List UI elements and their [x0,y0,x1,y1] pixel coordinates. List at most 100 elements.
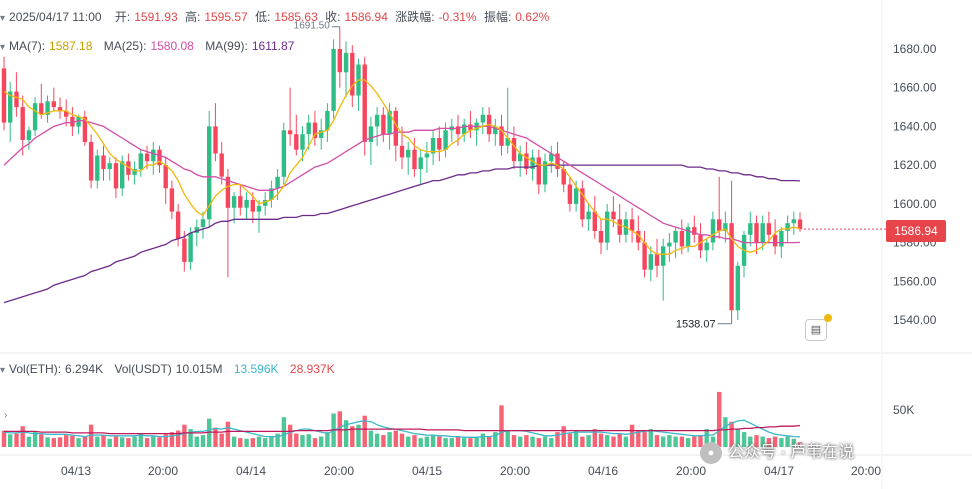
volume-bar [70,435,75,447]
volume-bar [20,426,25,447]
candle-body [536,157,541,185]
candle-body [629,219,635,231]
volume-bar [723,417,728,447]
vol-collapse-caret-icon[interactable]: ▾ [0,365,6,376]
ma25-line [3,119,801,244]
candle-body [760,223,765,243]
candle-body [319,130,324,138]
volume-bar [580,436,585,447]
candle-body [362,64,367,142]
volume-bar [64,435,69,447]
candle-body [126,161,131,175]
high-label: 高: [184,10,201,24]
low-marker-label: 1538.07 [676,319,716,331]
candle-body [443,130,448,150]
candle-body [169,188,175,212]
candle-body [437,138,442,150]
volume-ma-b-line [4,424,801,435]
expand-arrow-icon[interactable]: › [4,410,8,421]
collapse-caret-icon[interactable]: ▾ [0,13,6,24]
volume-bar [406,436,411,447]
high-value: 1595.57 [204,10,248,24]
ma-collapse-caret-icon[interactable]: ▾ [0,42,6,53]
candle-body [555,153,560,169]
candle-body [511,138,517,162]
candle-body [791,219,796,224]
ma7-value: 1587.18 [49,39,93,53]
volume-bar [692,436,697,447]
volume-bar [573,430,579,447]
volume-bar [480,433,486,447]
candle-body [312,122,318,139]
volume-bar [505,430,510,447]
volume-bar [393,430,398,447]
candle-body [213,126,218,154]
volume-bar [95,436,100,447]
candle-body [88,141,94,181]
volume-bar [151,436,156,447]
candle-body [387,110,392,135]
candle-body [70,116,75,127]
change-value: -0.31% [438,10,477,24]
volume-bar [120,437,125,447]
volume-bar [374,433,380,447]
candle-body [331,49,336,111]
open-value: 1591.93 [134,10,178,24]
volume-bar [107,438,112,447]
volume-bar [381,435,386,447]
price-tick-label: 1660.00 [893,81,937,95]
volume-bar [238,438,243,447]
volume-bar [287,424,293,447]
candle-body [219,153,224,177]
volume-bar [14,433,19,447]
candle-body [592,211,597,231]
volume-bar [275,433,280,447]
candle-body [729,223,734,311]
volume-bar [524,435,529,447]
volume-bar [343,420,349,447]
candle-body [505,138,510,146]
volume-bar [300,435,305,447]
candle-body [250,200,255,212]
candle-body [138,153,143,169]
volume-bar [39,434,44,447]
candle-body [455,126,461,135]
candle-body [542,161,548,185]
volume-bar [642,432,647,447]
volume-bar [636,430,641,447]
volume-bar [101,435,106,447]
volume-bar [623,436,629,447]
volume-bar [194,436,199,447]
candle-body [418,157,423,169]
candle-body [685,227,691,247]
candle-body [163,165,168,189]
vol-eth-value: 6.294K [65,362,104,376]
candle-body [561,169,566,185]
ma25-value: 1580.08 [150,39,194,53]
volume-bar [368,430,374,447]
volume-bar [207,418,212,447]
volume-bar [281,417,287,447]
candle-body [200,219,206,227]
candle-body [586,211,591,220]
ohlc-header: ▾ 2025/04/17 11:00 开: 1591.93 高: 1595.57 低:… [0,8,553,24]
volume-bar [8,434,13,447]
event-calendar-icon[interactable]: ▤ [805,314,832,341]
volume-ma-a-line [3,419,801,438]
volume-bar [157,437,162,447]
volume-bar [748,436,753,447]
volume-bar [754,435,759,447]
volume-bar [82,436,88,447]
candle-body [225,176,231,208]
volume-bar [629,424,635,447]
candle-body [374,114,380,127]
candle-body [175,211,181,239]
volume-bar [412,435,417,447]
candle-body [648,254,653,270]
candle-body [636,231,641,243]
candle-body [20,107,25,140]
price-tick-label: 1620.00 [893,158,937,172]
ma-legend: ▾ MA(7): 1587.18 MA(25): 1580.08 MA(99): 161… [0,39,298,55]
volume-bar [530,436,535,447]
